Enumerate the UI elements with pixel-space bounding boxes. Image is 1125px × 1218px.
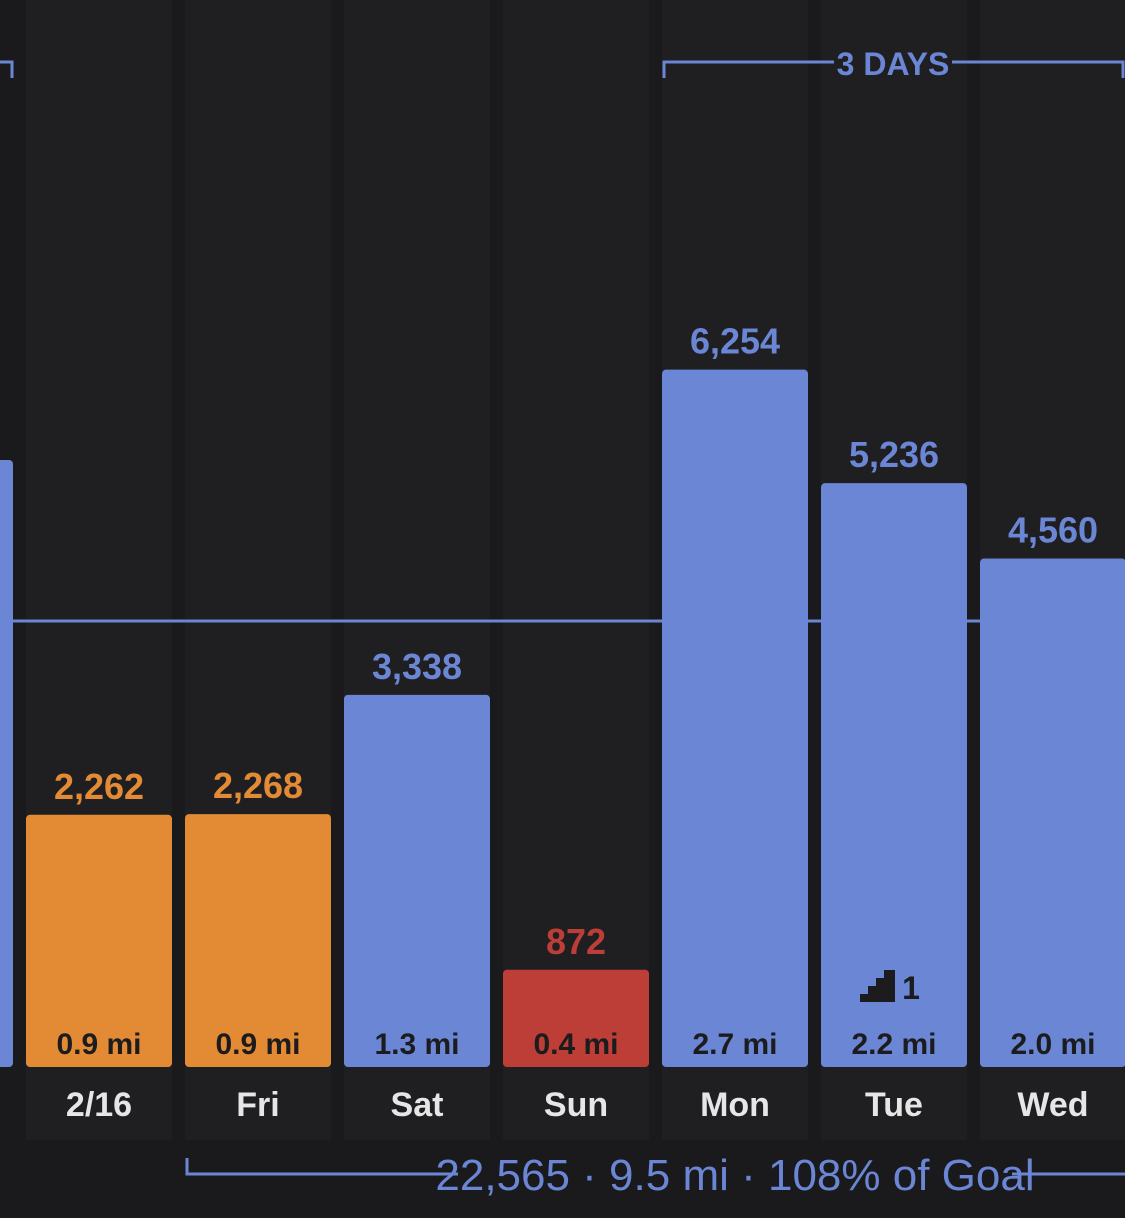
bar-sat [344,694,490,1067]
value-label: 6,254 [690,321,780,362]
bars [0,369,1125,1068]
bar-fri [185,814,331,1067]
streak-label: 3 DAYS [837,46,950,82]
summary-bracket-left [185,1158,458,1176]
streak-bracket-right [952,60,1125,78]
day-label: Tue [865,1086,923,1124]
floors-badge: 1 [860,970,920,1006]
distance-label: 2.2 mi [851,1028,936,1061]
value-label: 2,262 [54,766,144,807]
bar-wed [980,558,1125,1067]
bar-labels: 2,262 0.9 mi 2/16 2,268 0.9 mi Fri 3,338 1.3 mi… [54,321,1098,1124]
distance-label: 0.4 mi [533,1028,618,1061]
day-label: Sat [391,1086,444,1124]
distance-label: 0.9 mi [56,1028,141,1061]
distance-label: 1.3 mi [374,1028,459,1061]
value-label: 5,236 [849,434,939,475]
streak-bracket: 3 DAYS [0,46,1125,82]
streak-bracket-left [662,60,834,78]
value-label: 3,338 [372,646,462,687]
stairs-icon [860,970,895,1002]
distance-label: 0.9 mi [215,1028,300,1061]
weekly-summary: 22,565 · 9.5 mi · 108% of Goal [435,1151,1034,1200]
summary-bracket: 22,565 · 9.5 mi · 108% of Goal [185,1151,1125,1200]
floors-count: 1 [902,970,920,1006]
column-bg [503,0,649,1140]
distance-label: 2.0 mi [1010,1028,1095,1061]
previous-streak-bracket-edge [0,60,14,78]
value-label: 2,268 [213,765,303,806]
bar-2-16 [26,814,172,1067]
bar-mon [662,369,808,1068]
day-label: Mon [700,1086,770,1124]
value-label: 4,560 [1008,510,1098,551]
bar-previous-partial [0,460,13,1067]
day-label: 2/16 [66,1086,132,1124]
distance-label: 2.7 mi [692,1028,777,1061]
day-label: Wed [1017,1086,1088,1124]
bar-sun [503,969,649,1067]
day-label: Sun [544,1086,608,1124]
value-label: 872 [546,921,606,962]
bar-tue [821,483,967,1067]
day-label: Fri [236,1086,279,1124]
